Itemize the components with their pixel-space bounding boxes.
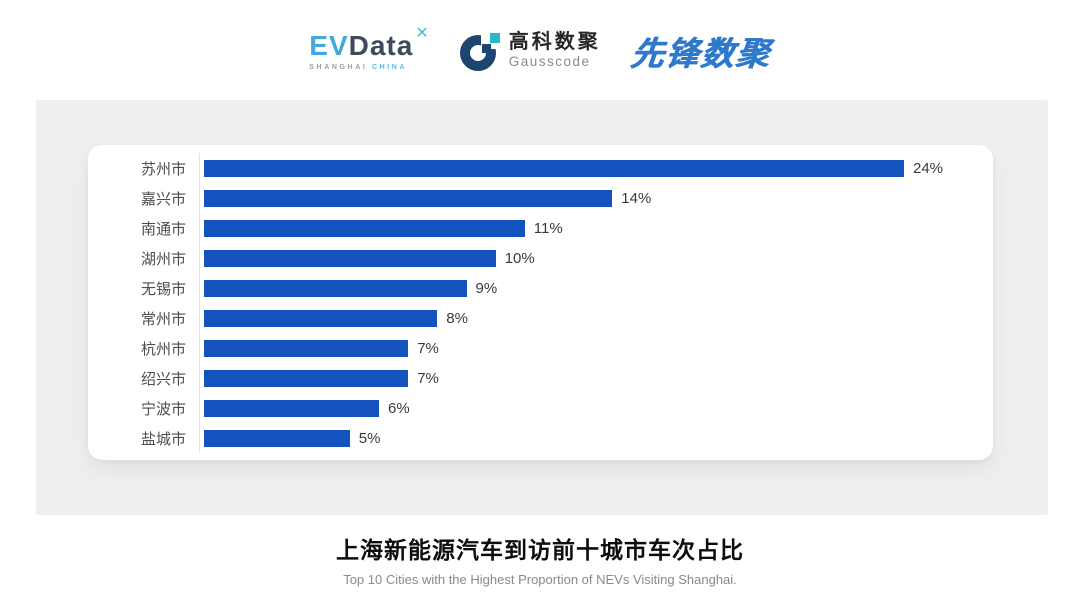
category-label: 常州市 [140, 310, 186, 328]
xianfeng-logo: 先锋数聚 [628, 35, 773, 72]
evdata-wordmark: EV Data ✕ [309, 25, 429, 61]
category-label: 嘉兴市 [140, 190, 186, 208]
gausscode-name-cn: 高科数聚 [508, 31, 601, 54]
chart-title: 上海新能源汽车到访前十城市车次占比 [336, 537, 744, 563]
evdata-data-text: Data [348, 29, 414, 61]
bar [204, 249, 496, 267]
bar [204, 429, 350, 447]
bar-row: 湖州市 10% [88, 243, 993, 273]
bar [204, 159, 904, 177]
evdata-logo: EV Data ✕ SHANGHAI CHINA [309, 25, 429, 71]
chart-card: 苏州市 24% 嘉兴市 14% 南通市 11% 湖州市 10% 无锡市 9% [88, 145, 993, 460]
bar-row: 苏州市 24% [88, 153, 993, 183]
bar-row: 绍兴市 7% [88, 363, 993, 393]
gausscode-text: 高科数聚 Gausscode [509, 32, 601, 69]
gausscode-ring-shape [459, 35, 496, 71]
category-label: 杭州市 [140, 340, 186, 358]
bar-row: 宁波市 6% [88, 393, 993, 423]
category-label: 苏州市 [140, 160, 186, 178]
bar-track: 7% [199, 363, 993, 393]
chart-panel: 苏州市 24% 嘉兴市 14% 南通市 11% 湖州市 10% 无锡市 9% [36, 100, 1048, 515]
chart-subtitle: Top 10 Cities with the Highest Proportio… [343, 572, 737, 587]
value-label: 6% [388, 399, 410, 417]
bar-track: 24% [199, 153, 993, 183]
gausscode-navy-square [481, 44, 491, 53]
value-label: 10% [504, 249, 535, 267]
value-label: 24% [913, 159, 944, 177]
gausscode-logo: 高科数聚 Gausscode [459, 29, 601, 73]
bar-track: 6% [199, 393, 993, 423]
bar-row: 杭州市 7% [88, 333, 993, 363]
value-label: 7% [417, 339, 439, 357]
value-label: 5% [358, 429, 381, 447]
evdata-star-icon: ✕ [415, 24, 430, 42]
bar-track: 14% [199, 183, 993, 213]
bar [204, 279, 467, 297]
bar-track: 10% [199, 243, 993, 273]
evdata-ev-text: EV [309, 29, 349, 61]
bar [204, 309, 438, 327]
category-label: 南通市 [140, 220, 186, 238]
evdata-subtext-shanghai: SHANGHAI [309, 63, 368, 71]
bar-rows: 苏州市 24% 嘉兴市 14% 南通市 11% 湖州市 10% 无锡市 9% [88, 153, 993, 453]
value-label: 7% [417, 369, 439, 387]
category-label: 绍兴市 [140, 370, 186, 388]
value-label: 9% [475, 279, 498, 297]
category-label: 盐城市 [140, 430, 186, 448]
bar [204, 189, 613, 207]
value-label: 11% [533, 219, 563, 237]
gausscode-cyan-square [489, 33, 500, 43]
bar-row: 盐城市 5% [88, 423, 993, 453]
bar [204, 219, 525, 237]
bar-track: 8% [199, 303, 993, 333]
category-label: 宁波市 [140, 400, 186, 418]
bar [204, 369, 409, 387]
category-label: 湖州市 [140, 250, 186, 268]
value-label: 14% [621, 189, 652, 207]
bar [204, 399, 379, 417]
category-label: 无锡市 [140, 280, 186, 298]
chart-caption: 上海新能源汽车到访前十城市车次占比 Top 10 Cities with the… [0, 531, 1080, 587]
brand-header: EV Data ✕ SHANGHAI CHINA 高科数聚 Gausscode … [0, 22, 1080, 80]
bar-row: 嘉兴市 14% [88, 183, 993, 213]
bar-row: 无锡市 9% [88, 273, 993, 303]
bar [204, 339, 409, 357]
value-label: 8% [446, 309, 468, 327]
evdata-subtext: SHANGHAI CHINA [309, 64, 429, 71]
gausscode-g-icon [459, 29, 500, 73]
bar-row: 常州市 8% [88, 303, 993, 333]
evdata-subtext-china: CHINA [371, 63, 408, 71]
bar-track: 7% [199, 333, 993, 363]
bar-track: 9% [199, 273, 993, 303]
bar-row: 南通市 11% [88, 213, 993, 243]
gausscode-name-en: Gausscode [508, 54, 591, 70]
bar-track: 11% [199, 213, 993, 243]
bar-track: 5% [199, 423, 993, 453]
